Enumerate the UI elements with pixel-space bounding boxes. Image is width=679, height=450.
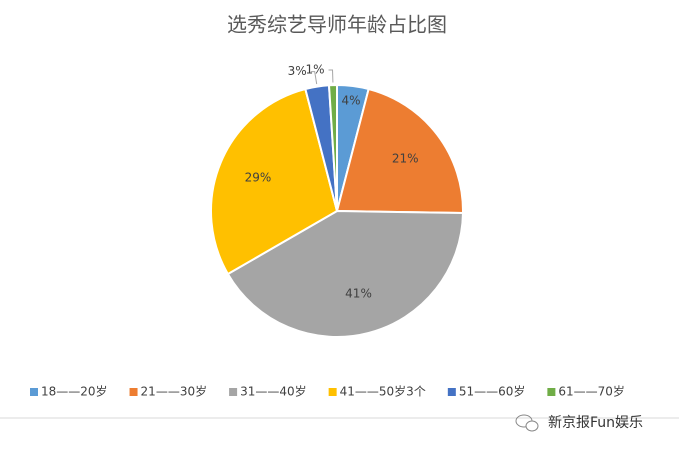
pie-slice: [210, 87, 339, 276]
legend-swatch: [328, 388, 337, 396]
legend-label: 21——30岁: [141, 384, 208, 399]
legend-swatch: [30, 388, 38, 396]
data-label: 41%: [345, 286, 372, 300]
data-label: 1%: [305, 62, 324, 76]
legend-label: 31——40岁: [240, 384, 307, 399]
leader-line: [328, 69, 334, 83]
data-label: 29%: [245, 170, 272, 184]
data-label: 3%: [288, 64, 307, 78]
legend-swatch: [547, 388, 556, 396]
legend-swatch: [129, 388, 138, 396]
pie-slice: [226, 209, 465, 338]
chart-title: 选秀综艺导师年龄占比图: [227, 13, 447, 37]
legend-label: 61——70岁: [558, 384, 625, 399]
legend-swatch: [447, 388, 456, 396]
watermark: 新京报Fun娱乐: [548, 415, 643, 431]
legend-swatch: [229, 388, 238, 396]
data-label: 4%: [342, 94, 361, 108]
wechat-icon: [515, 414, 539, 432]
pie-slice: [335, 87, 464, 215]
legend-label: 41——50岁3个: [340, 384, 426, 399]
pie-slice: [327, 83, 338, 212]
data-label: 21%: [392, 152, 419, 166]
leader-line: [310, 71, 318, 85]
legend-label: 18——20岁: [41, 384, 108, 399]
legend-label: 51——60岁: [459, 384, 526, 399]
